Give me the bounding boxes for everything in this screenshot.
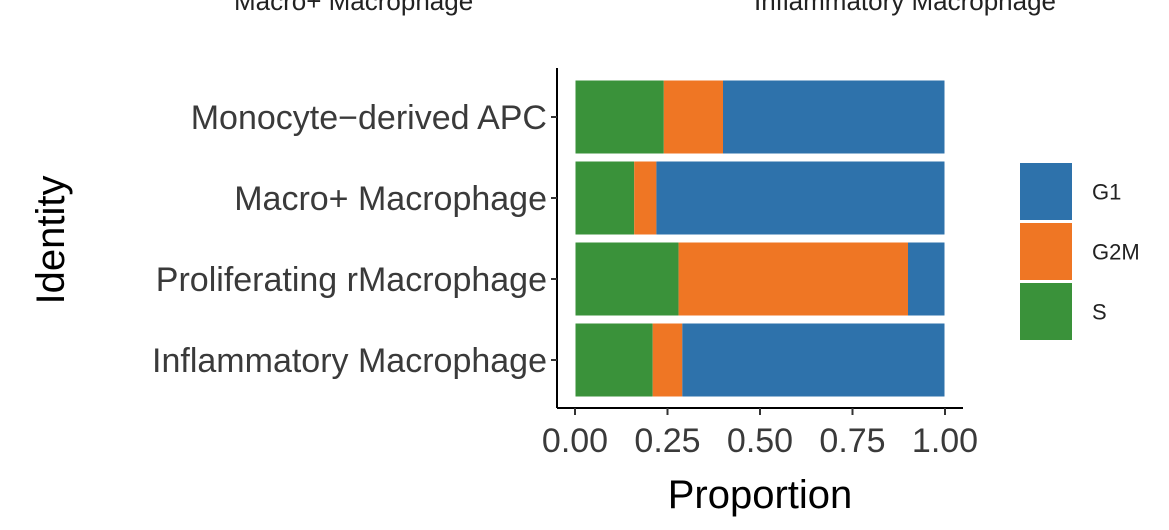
bar-s-0	[575, 80, 664, 154]
x-tick-label: 0.00	[542, 422, 608, 460]
y-tick-label: Proliferating rMacrophage	[156, 261, 547, 299]
legend: G1 G2M S	[1020, 163, 1140, 340]
x-axis-title: Proportion	[668, 473, 853, 517]
bar-s-3	[575, 323, 653, 397]
bar-g2m-2	[678, 242, 908, 316]
legend-key-s	[1020, 283, 1072, 340]
bar-g1-2	[908, 242, 945, 316]
cut-off-panel-title-left: Macro+ Macrophage	[234, 0, 474, 16]
legend-label-g2m: G2M	[1092, 240, 1140, 265]
x-tick-label: 0.25	[634, 422, 700, 460]
y-tick-label: Macro+ Macrophage	[234, 180, 547, 218]
x-tick-label: 1.00	[912, 422, 978, 460]
bar-s-1	[575, 161, 635, 235]
bar-layer	[574, 79, 946, 398]
bar-g2m-3	[652, 323, 683, 397]
x-tick-label: 0.50	[727, 422, 793, 460]
bar-outline-0	[574, 79, 946, 155]
bar-g2m-0	[663, 80, 723, 154]
axes-layer: Monocyte−derived APC Macro+ Macrophage Pro…	[29, 68, 978, 517]
bar-outline-3	[574, 322, 946, 398]
legend-key-g2m	[1020, 223, 1072, 280]
legend-label-g1: G1	[1092, 180, 1121, 205]
legend-key-g1	[1020, 163, 1072, 220]
bar-outline-2	[574, 241, 946, 317]
y-tick-label: Monocyte−derived APC	[191, 99, 547, 137]
legend-label-s: S	[1092, 300, 1107, 325]
bar-outline-1	[574, 160, 946, 236]
bar-g1-0	[723, 80, 945, 154]
y-axis-title: Identity	[29, 176, 73, 305]
x-tick-label: 0.75	[819, 422, 885, 460]
cut-off-panel-title-right: Inflammatory Macrophage	[754, 0, 1057, 16]
bar-s-2	[575, 242, 679, 316]
y-tick-label: Inflammatory Macrophage	[152, 342, 547, 380]
bar-g1-3	[682, 323, 945, 397]
bar-g2m-1	[634, 161, 657, 235]
bar-g1-1	[656, 161, 945, 235]
